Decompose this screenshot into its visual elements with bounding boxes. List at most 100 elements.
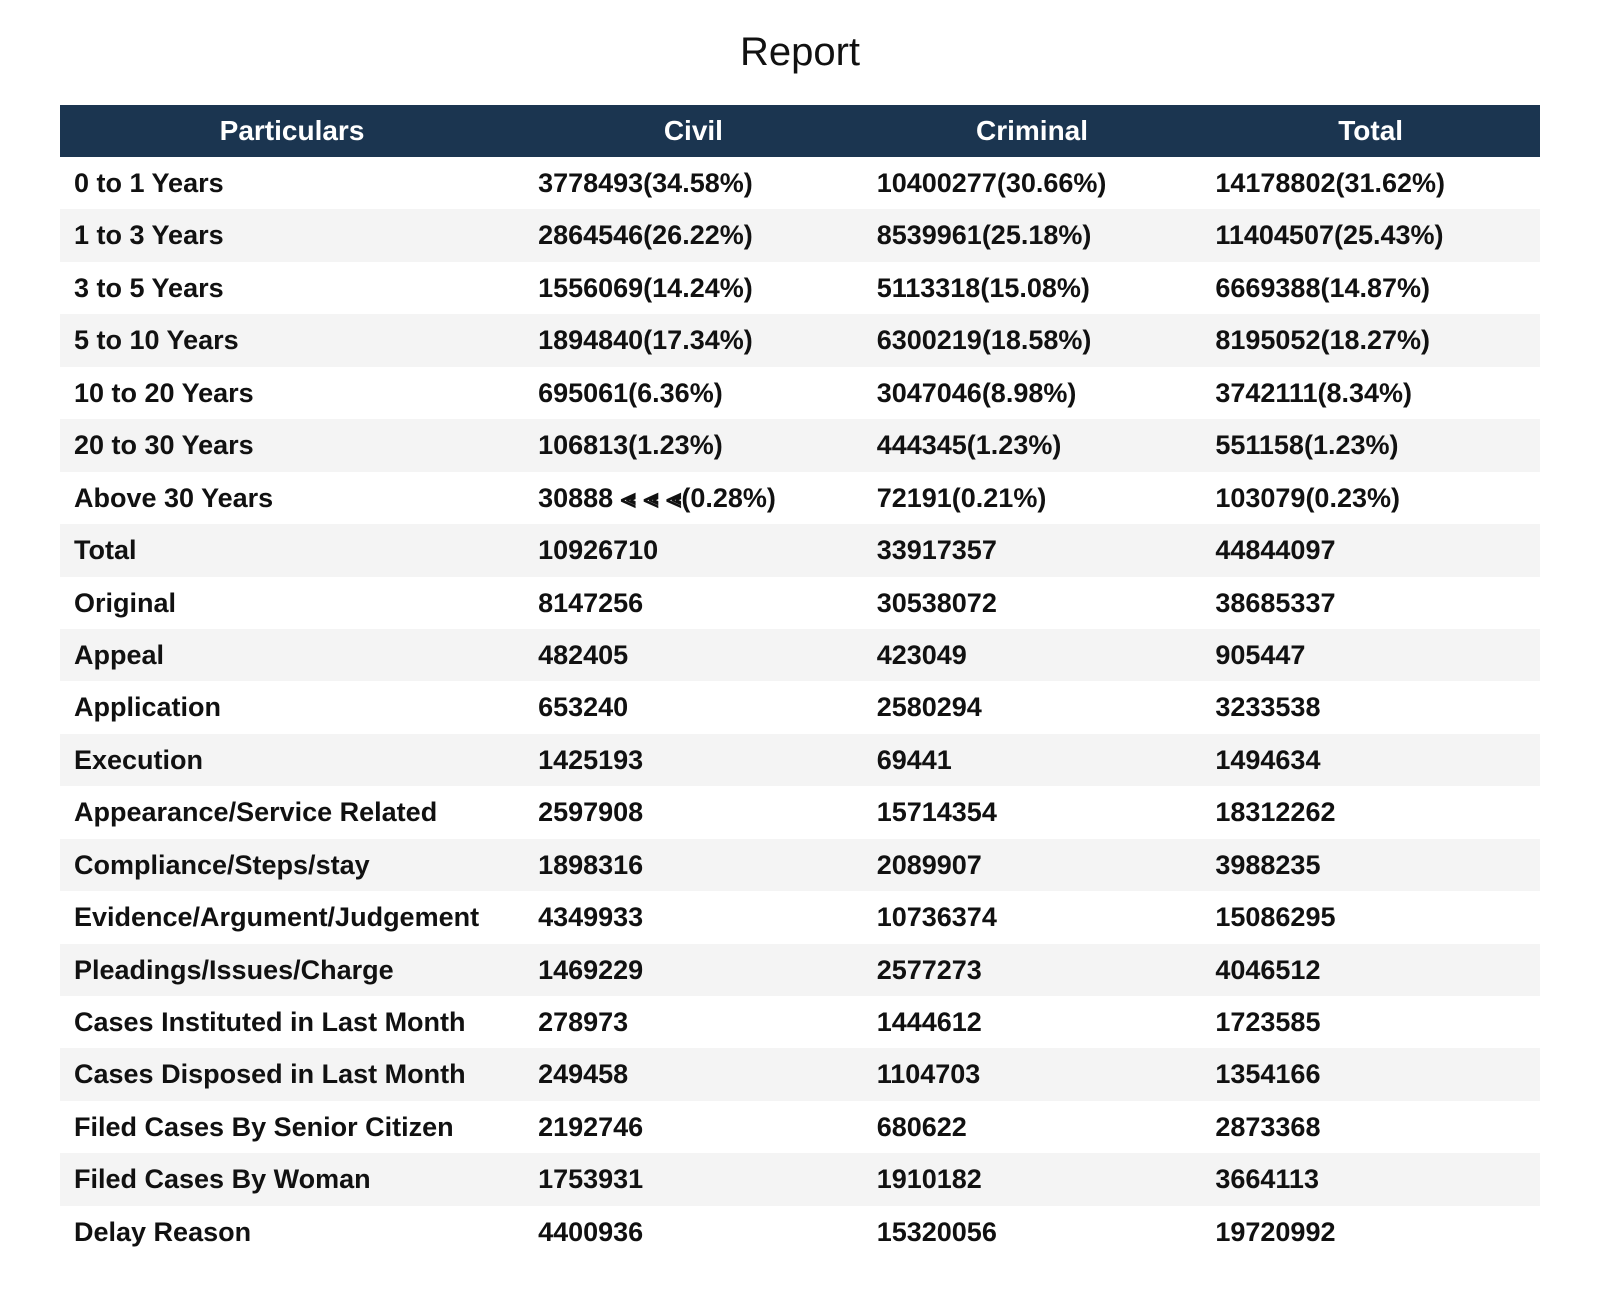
cell-particulars: Original bbox=[60, 577, 524, 629]
cell-value: 4046512 bbox=[1201, 944, 1540, 996]
cell-value: 103079(0.23%) bbox=[1201, 472, 1540, 524]
cell-particulars: Appearance/Service Related bbox=[60, 786, 524, 838]
cell-value: 278973 bbox=[524, 996, 863, 1048]
cell-value: 33917357 bbox=[863, 524, 1202, 576]
cell-value: 1753931 bbox=[524, 1153, 863, 1205]
table-row: Delay Reason44009361532005619720992 bbox=[60, 1206, 1540, 1258]
cell-value: 551158(1.23%) bbox=[1201, 419, 1540, 471]
cell-value: 3742111(8.34%) bbox=[1201, 367, 1540, 419]
table-row: Cases Instituted in Last Month2789731444… bbox=[60, 996, 1540, 1048]
cell-particulars: Filed Cases By Senior Citizen bbox=[60, 1101, 524, 1153]
cell-value: 3047046(8.98%) bbox=[863, 367, 1202, 419]
cell-value: 30888 ⫷ ⫷ ⫷(0.28%) bbox=[524, 472, 863, 524]
table-row: Total109267103391735744844097 bbox=[60, 524, 1540, 576]
cell-value: 72191(0.21%) bbox=[863, 472, 1202, 524]
cell-value: 11404507(25.43%) bbox=[1201, 209, 1540, 261]
col-header-criminal: Criminal bbox=[863, 105, 1202, 157]
cell-value: 14178802(31.62%) bbox=[1201, 157, 1540, 209]
report-table: Particulars Civil Criminal Total 0 to 1 … bbox=[60, 105, 1540, 1258]
page-title: Report bbox=[0, 30, 1600, 75]
cell-value: 2873368 bbox=[1201, 1101, 1540, 1153]
cell-value: 69441 bbox=[863, 734, 1202, 786]
cell-value: 4349933 bbox=[524, 891, 863, 943]
cell-particulars: Evidence/Argument/Judgement bbox=[60, 891, 524, 943]
table-row: Evidence/Argument/Judgement4349933107363… bbox=[60, 891, 1540, 943]
table-row: Above 30 Years30888 ⫷ ⫷ ⫷(0.28%)72191(0.… bbox=[60, 472, 1540, 524]
table-row: 5 to 10 Years1894840(17.34%)6300219(18.5… bbox=[60, 314, 1540, 366]
table-row: 0 to 1 Years3778493(34.58%)10400277(30.6… bbox=[60, 157, 1540, 209]
cell-particulars: Pleadings/Issues/Charge bbox=[60, 944, 524, 996]
cell-value: 905447 bbox=[1201, 629, 1540, 681]
table-row: Pleadings/Issues/Charge14692292577273404… bbox=[60, 944, 1540, 996]
cell-value: 30538072 bbox=[863, 577, 1202, 629]
cell-value: 2580294 bbox=[863, 681, 1202, 733]
cell-particulars: Execution bbox=[60, 734, 524, 786]
cell-value: 695061(6.36%) bbox=[524, 367, 863, 419]
cell-value: 3664113 bbox=[1201, 1153, 1540, 1205]
cell-value: 15086295 bbox=[1201, 891, 1540, 943]
table-row: 3 to 5 Years1556069(14.24%)5113318(15.08… bbox=[60, 262, 1540, 314]
cell-value: 423049 bbox=[863, 629, 1202, 681]
cell-value: 2597908 bbox=[524, 786, 863, 838]
table-row: Cases Disposed in Last Month249458110470… bbox=[60, 1048, 1540, 1100]
table-row: Application65324025802943233538 bbox=[60, 681, 1540, 733]
cell-particulars: 5 to 10 Years bbox=[60, 314, 524, 366]
cell-value: 1425193 bbox=[524, 734, 863, 786]
cell-value: 444345(1.23%) bbox=[863, 419, 1202, 471]
cell-particulars: 3 to 5 Years bbox=[60, 262, 524, 314]
cell-particulars: 20 to 30 Years bbox=[60, 419, 524, 471]
cell-value: 10400277(30.66%) bbox=[863, 157, 1202, 209]
cell-particulars: Delay Reason bbox=[60, 1206, 524, 1258]
cell-particulars: 10 to 20 Years bbox=[60, 367, 524, 419]
cell-value: 1469229 bbox=[524, 944, 863, 996]
cell-value: 10926710 bbox=[524, 524, 863, 576]
cell-value: 653240 bbox=[524, 681, 863, 733]
cell-value: 10736374 bbox=[863, 891, 1202, 943]
cell-value: 15320056 bbox=[863, 1206, 1202, 1258]
col-header-total: Total bbox=[1201, 105, 1540, 157]
cell-particulars: Cases Instituted in Last Month bbox=[60, 996, 524, 1048]
cell-value: 18312262 bbox=[1201, 786, 1540, 838]
cell-value: 8539961(25.18%) bbox=[863, 209, 1202, 261]
cell-value: 38685337 bbox=[1201, 577, 1540, 629]
cell-value: 2864546(26.22%) bbox=[524, 209, 863, 261]
cell-value: 5113318(15.08%) bbox=[863, 262, 1202, 314]
cell-value: 6669388(14.87%) bbox=[1201, 262, 1540, 314]
cell-particulars: Compliance/Steps/stay bbox=[60, 839, 524, 891]
cell-value: 106813(1.23%) bbox=[524, 419, 863, 471]
table-row: Filed Cases By Woman17539311910182366411… bbox=[60, 1153, 1540, 1205]
cell-value: 44844097 bbox=[1201, 524, 1540, 576]
table-row: 20 to 30 Years106813(1.23%)444345(1.23%)… bbox=[60, 419, 1540, 471]
cell-value: 249458 bbox=[524, 1048, 863, 1100]
cell-value: 1354166 bbox=[1201, 1048, 1540, 1100]
table-row: Compliance/Steps/stay1898316208990739882… bbox=[60, 839, 1540, 891]
cell-particulars: 1 to 3 Years bbox=[60, 209, 524, 261]
table-row: 1 to 3 Years2864546(26.22%)8539961(25.18… bbox=[60, 209, 1540, 261]
report-table-head: Particulars Civil Criminal Total bbox=[60, 105, 1540, 157]
cell-value: 482405 bbox=[524, 629, 863, 681]
cell-value: 2089907 bbox=[863, 839, 1202, 891]
cell-value: 3778493(34.58%) bbox=[524, 157, 863, 209]
table-row: Execution1425193694411494634 bbox=[60, 734, 1540, 786]
cell-value: 3233538 bbox=[1201, 681, 1540, 733]
cell-particulars: Above 30 Years bbox=[60, 472, 524, 524]
cell-value: 1910182 bbox=[863, 1153, 1202, 1205]
table-row: Original81472563053807238685337 bbox=[60, 577, 1540, 629]
report-table-header-row: Particulars Civil Criminal Total bbox=[60, 105, 1540, 157]
cell-value: 680622 bbox=[863, 1101, 1202, 1153]
cell-value: 1894840(17.34%) bbox=[524, 314, 863, 366]
cell-value: 1444612 bbox=[863, 996, 1202, 1048]
cell-particulars: Cases Disposed in Last Month bbox=[60, 1048, 524, 1100]
cell-value: 4400936 bbox=[524, 1206, 863, 1258]
cell-value: 2577273 bbox=[863, 944, 1202, 996]
cell-value: 2192746 bbox=[524, 1101, 863, 1153]
table-row: Appearance/Service Related25979081571435… bbox=[60, 786, 1540, 838]
table-row: Filed Cases By Senior Citizen21927466806… bbox=[60, 1101, 1540, 1153]
report-table-wrap: Particulars Civil Criminal Total 0 to 1 … bbox=[60, 105, 1540, 1258]
cell-value: 19720992 bbox=[1201, 1206, 1540, 1258]
cell-particulars: Filed Cases By Woman bbox=[60, 1153, 524, 1205]
cell-value: 8195052(18.27%) bbox=[1201, 314, 1540, 366]
cell-value: 1556069(14.24%) bbox=[524, 262, 863, 314]
table-row: 10 to 20 Years695061(6.36%)3047046(8.98%… bbox=[60, 367, 1540, 419]
cell-value: 1723585 bbox=[1201, 996, 1540, 1048]
